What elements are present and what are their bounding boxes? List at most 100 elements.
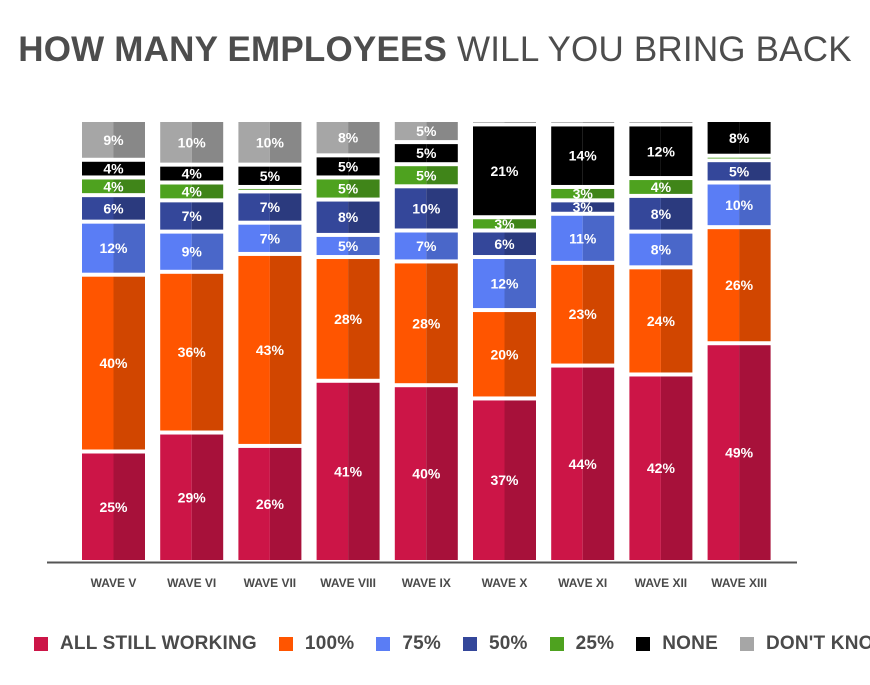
bar-wave-viii-75-right — [348, 236, 380, 256]
bar-wave-viii-none-left — [316, 157, 349, 176]
bar-wave-xi-25-left — [551, 188, 583, 199]
bar-wave-x-100-right — [504, 312, 536, 397]
bar-wave-xii-all-still-working-right — [660, 376, 693, 560]
bar-wave-xi-none-right — [582, 126, 615, 185]
bar-wave-vi-none-right — [191, 166, 224, 181]
bar-wave-x-50-left — [473, 232, 505, 256]
bar-wave-viii-don-t-know-right — [348, 122, 380, 154]
bar-wave-xii-25-left — [629, 180, 661, 194]
x-tick-label: WAVE IX — [402, 576, 451, 590]
data-label: 8% — [651, 241, 672, 257]
bar-wave-xii-75-left — [629, 233, 661, 266]
bar-wave-v-75-left — [82, 223, 114, 273]
data-label: 25% — [99, 499, 128, 515]
bar-wave-vii-25-left — [238, 188, 270, 190]
legend-item: 100% — [278, 633, 355, 655]
chart-title-rest: WILL YOU BRING BACK — [447, 30, 852, 69]
bar-wave-vii-all-still-working-right — [269, 447, 302, 560]
data-label: 7% — [260, 199, 281, 215]
bar-wave-xiii-100-left — [707, 229, 740, 342]
bar-wave-viii-25-right — [348, 179, 380, 198]
bar-wave-xi-don-t-know-right — [582, 122, 615, 123]
data-label: 5% — [416, 145, 437, 161]
data-label: 7% — [416, 238, 437, 254]
bar-wave-ix-all-still-working-right — [426, 387, 458, 560]
bar-wave-x-25-right — [504, 219, 536, 229]
data-label: 10% — [178, 134, 207, 150]
legend-label: ALL STILL WORKING — [60, 633, 257, 654]
bar-wave-viii-all-still-working-right — [348, 382, 380, 560]
x-tick-label: WAVE XI — [558, 576, 607, 590]
legend-label: 100% — [304, 633, 355, 654]
data-label: 7% — [182, 208, 203, 224]
bar-wave-xii-75-right — [660, 233, 693, 266]
bar-wave-vii-100-left — [238, 255, 270, 444]
bar-wave-ix-100-left — [394, 263, 427, 384]
legend-swatch — [278, 637, 293, 651]
data-label: 44% — [569, 456, 598, 472]
bar-wave-ix-don-t-know-right — [426, 122, 458, 141]
data-label: 36% — [178, 344, 207, 360]
data-label: 3% — [494, 216, 515, 232]
bar-wave-vii-100-right — [269, 255, 302, 444]
bar-wave-xiii-100-right — [739, 229, 771, 342]
data-label: 7% — [260, 230, 281, 246]
x-tick-label: WAVE XII — [635, 576, 687, 590]
bar-wave-v-all-still-working-left — [82, 453, 114, 560]
bar-wave-x-100-left — [473, 312, 505, 397]
bar-wave-ix-50-left — [394, 188, 427, 229]
bar-wave-viii-75-left — [316, 236, 349, 256]
chart-title: HOW MANY EMPLOYEES WILL YOU BRING BACK — [0, 30, 870, 70]
legend-swatch — [376, 637, 391, 651]
bar-wave-xi-100-right — [582, 264, 615, 364]
data-label: 49% — [725, 445, 754, 461]
bar-wave-xii-none-right — [660, 126, 693, 177]
bar-wave-vii-75-right — [269, 224, 302, 252]
data-label: 5% — [338, 181, 359, 197]
bar-wave-vii-don-t-know-right — [269, 122, 302, 163]
bar-wave-v-100-left — [82, 276, 114, 450]
x-tick-label: WAVE V — [91, 576, 137, 590]
data-label: 26% — [725, 277, 754, 293]
legend-swatch — [549, 637, 564, 651]
bar-wave-xiii-75-right — [739, 184, 771, 226]
data-label: 40% — [412, 466, 441, 482]
data-label: 8% — [729, 130, 750, 146]
data-label: 41% — [334, 463, 363, 479]
data-label: 40% — [99, 355, 128, 371]
legend-item: NONE — [636, 633, 718, 655]
bar-wave-v-75-right — [113, 223, 145, 273]
data-label: 9% — [103, 132, 124, 148]
bar-wave-xii-100-left — [629, 269, 661, 373]
data-label: 6% — [494, 236, 515, 252]
bar-wave-xi-50-right — [582, 202, 615, 212]
data-label: 8% — [651, 206, 672, 222]
bar-wave-vii-50-left — [238, 193, 270, 221]
data-label: 21% — [490, 163, 519, 179]
bar-wave-vi-75-right — [191, 233, 224, 270]
data-label: 9% — [182, 244, 203, 260]
bar-wave-viii-100-right — [348, 259, 380, 379]
data-label: 5% — [729, 163, 750, 179]
bar-wave-vii-25-right — [269, 188, 302, 190]
data-label: 28% — [412, 315, 441, 331]
bar-wave-vi-all-still-working-right — [191, 434, 224, 560]
bar-wave-xii-none-left — [629, 126, 661, 177]
bar-wave-xi-all-still-working-right — [582, 367, 615, 560]
bar-wave-ix-25-right — [426, 166, 458, 185]
data-label: 26% — [256, 496, 285, 512]
data-label: 37% — [490, 472, 519, 488]
bar-wave-ix-none-right — [426, 144, 458, 163]
bar-wave-ix-25-left — [394, 166, 427, 185]
bar-wave-xi-50-left — [551, 202, 583, 212]
data-label: 14% — [569, 148, 598, 164]
bar-wave-vi-all-still-working-left — [160, 434, 192, 560]
data-label: 4% — [182, 183, 203, 199]
legend-item: ALL STILL WORKING — [34, 633, 257, 655]
data-label: 10% — [256, 134, 285, 150]
bar-wave-x-don-t-know-right — [504, 122, 536, 123]
bar-wave-x-all-still-working-right — [504, 400, 536, 560]
data-label: 43% — [256, 342, 285, 358]
bar-wave-v-50-right — [113, 197, 145, 220]
data-label: 8% — [338, 130, 359, 146]
